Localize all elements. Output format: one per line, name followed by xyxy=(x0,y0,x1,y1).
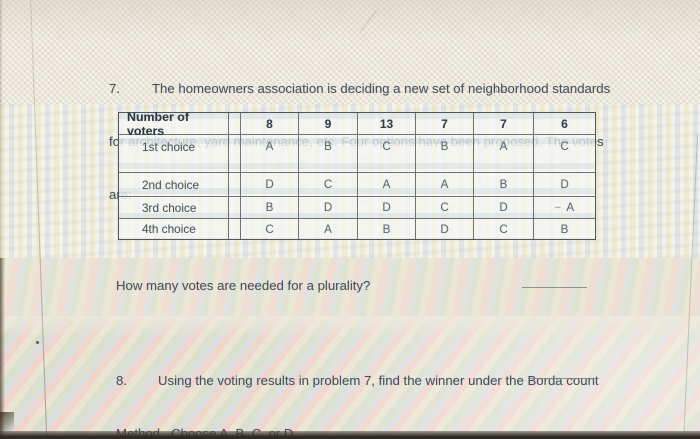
voter-count-cell: 8 xyxy=(241,113,299,135)
choice-cell: D xyxy=(534,173,595,197)
choice-value: A xyxy=(566,201,575,214)
choice-cell: D xyxy=(416,219,474,239)
table-gap-cell xyxy=(229,135,241,173)
row-label: 1st choice xyxy=(119,135,229,173)
table-gap-cell xyxy=(229,113,241,135)
moire-stripes-upper xyxy=(0,258,700,320)
choice-cell: B xyxy=(241,197,299,219)
voter-count-cell: 6 xyxy=(534,113,595,135)
choice-cell: A xyxy=(241,135,299,173)
plurality-question-text: How many votes are needed for a pluralit… xyxy=(116,278,371,293)
choice-cell: C xyxy=(241,219,299,239)
choice-cell: C xyxy=(534,135,595,173)
question-7-line-1-text: The homeowners association is deciding a… xyxy=(152,81,611,97)
table-row-4th-choice: 4th choice C A B D C B xyxy=(119,219,595,239)
answer-blank-plurality xyxy=(522,287,587,288)
choice-cell: A xyxy=(474,135,534,173)
voter-count-cell: 13 xyxy=(358,113,416,135)
row-label: 3rd choice xyxy=(119,197,229,219)
choice-cell: C xyxy=(416,197,474,219)
voting-table: Number of voters 8 9 13 7 7 6 1st choice… xyxy=(118,110,596,240)
row-label: 2nd choice xyxy=(119,173,229,197)
ink-dot-artifact xyxy=(36,341,39,344)
choice-cell: D xyxy=(474,197,534,219)
choice-cell: B xyxy=(474,173,534,197)
row-label: 4th choice xyxy=(119,219,229,239)
table-gap-cell xyxy=(229,197,241,219)
question-8-text: 8. Using the voting results in problem 7,… xyxy=(116,337,626,439)
choice-cell: D xyxy=(241,173,299,197)
question-8-number: 8. xyxy=(116,373,127,389)
table-row-3rd-choice: 3rd choice B D D C D – A xyxy=(119,197,595,219)
choice-cell: D xyxy=(299,197,358,219)
choice-cell: A xyxy=(416,173,474,197)
choice-cell: B xyxy=(358,219,416,239)
choice-cell: C xyxy=(358,135,416,173)
choice-cell: B xyxy=(299,135,358,173)
table-gap-cell xyxy=(229,219,241,239)
question-7-line-1: 7. The homeowners association is deciding… xyxy=(109,80,634,98)
table-gap-cell xyxy=(229,173,241,197)
question-7-number: 7. xyxy=(109,81,120,97)
choice-cell: D xyxy=(358,197,416,219)
choice-cell: C xyxy=(299,173,358,197)
voter-count-cell: 7 xyxy=(416,113,474,135)
choice-cell: B xyxy=(416,135,474,173)
choice-cell: – A xyxy=(534,197,595,219)
photo-bottom-edge xyxy=(0,431,700,439)
paper-texture-top xyxy=(0,0,700,104)
photo-left-edge-dark xyxy=(0,258,5,439)
question-8-line-1: 8. Using the voting results in problem 7,… xyxy=(116,372,626,390)
moire-stripes-lower xyxy=(0,316,700,439)
voter-count-cell: 7 xyxy=(474,113,534,135)
answer-blank-borda xyxy=(530,378,598,379)
stray-pencil-mark: – xyxy=(554,202,561,213)
choice-cell: A xyxy=(299,219,358,239)
choice-cell: B xyxy=(560,222,569,236)
table-header-row: Number of voters 8 9 13 7 7 6 xyxy=(119,110,595,138)
table-header-label: Number of voters xyxy=(119,110,229,138)
question-8-line-1-text: Using the voting results in problem 7, f… xyxy=(158,373,599,389)
photo-left-edge-top xyxy=(0,0,3,260)
choice-cell: A xyxy=(358,173,416,197)
table-row-1st-choice: 1st choice A B C B A C xyxy=(119,135,595,173)
table-row-2nd-choice: 2nd choice D C A A B D xyxy=(119,173,595,197)
choice-cell: C xyxy=(474,219,534,239)
voter-count-cell: 9 xyxy=(299,113,358,135)
